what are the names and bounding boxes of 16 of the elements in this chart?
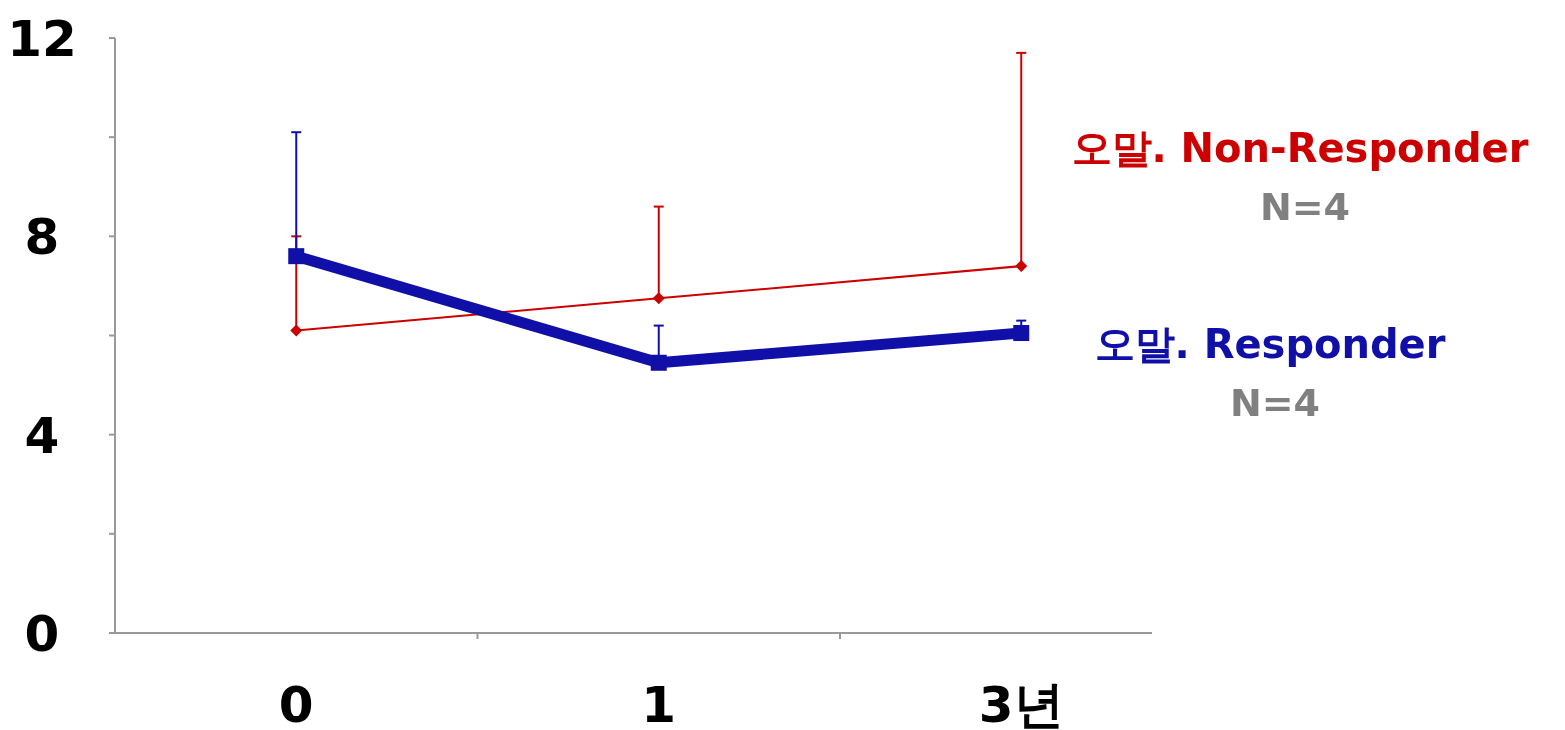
x-tick-label: 1	[641, 676, 677, 730]
point	[290, 324, 303, 337]
point	[1013, 325, 1030, 342]
text: N=4	[1259, 185, 1351, 229]
x-tick-label: 0	[278, 676, 314, 730]
x-tick-label: 3년	[978, 676, 1064, 730]
point	[288, 248, 305, 265]
point	[1015, 260, 1028, 273]
series-label: 오말. Responder	[1094, 321, 1446, 367]
y-tick-label: 8	[24, 208, 60, 267]
y-tick-label: 0	[24, 605, 60, 663]
point	[652, 292, 665, 305]
y-tick-label: 4	[24, 406, 60, 465]
text: 오말. Non-Responder	[1071, 125, 1529, 171]
text: N=4	[1229, 381, 1321, 425]
y-tick-label: 12	[7, 10, 77, 68]
